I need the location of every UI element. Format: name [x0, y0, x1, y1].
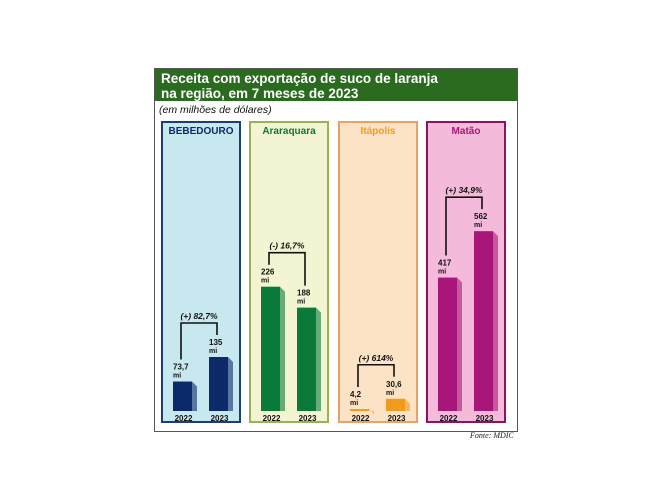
panel-title: Itápolis: [360, 126, 396, 137]
category-label-2022: 2022: [352, 414, 370, 421]
bar-side-2022: [457, 277, 462, 411]
bar-2022: [350, 409, 369, 411]
value-label-2022: 226: [261, 268, 275, 277]
value-label-2023: 30,6: [386, 380, 402, 389]
category-label-2023: 2023: [211, 414, 229, 421]
panel-bebedouro: BEBEDOURO 73,7 mi 2022 135 mi 2023 (+) 82,7%: [161, 121, 241, 423]
bar-2022: [173, 381, 192, 411]
category-label-2023: 2023: [388, 414, 406, 421]
value-unit-2023: mi: [297, 299, 305, 306]
panel-title: BEBEDOURO: [168, 126, 234, 137]
category-label-2023: 2023: [476, 414, 494, 421]
panel-araraquara: Araraquara 226 mi 2022 188 mi 2023 (-) 16,7%: [249, 121, 329, 423]
category-label-2023: 2023: [299, 414, 317, 421]
bar-side-2022: [192, 381, 197, 411]
value-unit-2023: mi: [209, 348, 217, 355]
value-label-2022: 4,2: [350, 390, 362, 399]
bar-2023: [209, 357, 228, 411]
change-label: (-) 16,7%: [270, 241, 305, 251]
bar-2023: [474, 231, 493, 411]
panel-itapolis: Itápolis 4,2 mi 2022 30,6 mi 2023 (+) 614%: [338, 121, 418, 423]
value-unit-2022: mi: [438, 269, 446, 276]
chart-subtitle: (em milhões de dólares): [159, 104, 272, 116]
category-label-2022: 2022: [263, 414, 281, 421]
value-unit-2023: mi: [386, 390, 394, 397]
change-label: (+) 82,7%: [180, 311, 218, 321]
change-label: (+) 614%: [359, 353, 394, 363]
value-label-2023: 562: [474, 212, 488, 221]
bar-side-2023: [493, 231, 498, 411]
value-unit-2022: mi: [350, 400, 358, 407]
category-label-2022: 2022: [440, 414, 458, 421]
change-label: (+) 34,9%: [445, 185, 483, 195]
bar-2023: [386, 398, 405, 411]
panel-title: Matão: [451, 126, 481, 137]
bar-2022: [438, 277, 457, 411]
bar-side-2023: [405, 398, 410, 411]
bar-side-2023: [228, 357, 233, 411]
value-label-2022: 417: [438, 259, 452, 268]
value-unit-2022: mi: [173, 373, 181, 380]
source-note: Fonte: MDIC: [470, 431, 514, 440]
value-label-2023: 135: [209, 338, 223, 347]
panel-matao: Matão 417 mi 2022 562 mi 2023 (+) 34,9%: [426, 121, 506, 423]
infographic-frame: Receita com exportação de suco de laranj…: [154, 68, 518, 432]
bar-2022: [261, 286, 280, 411]
bar-side-2023: [316, 307, 321, 411]
category-label-2022: 2022: [175, 414, 193, 421]
bar-side-2022: [369, 409, 374, 414]
bar-side-2022: [280, 286, 285, 411]
value-unit-2022: mi: [261, 278, 269, 285]
value-unit-2023: mi: [474, 222, 482, 229]
bar-2023: [297, 307, 316, 411]
value-label-2023: 188: [297, 289, 311, 298]
chart-title-line-2: na região, em 7 meses de 2023: [161, 86, 359, 101]
panel-title: Araraquara: [262, 126, 316, 137]
value-label-2022: 73,7: [173, 363, 189, 372]
change-bracket: [357, 363, 395, 387]
change-bracket: [268, 251, 306, 286]
chart-header: Receita com exportação de suco de laranj…: [155, 69, 517, 101]
chart-title-line-1: Receita com exportação de suco de laranj…: [161, 71, 438, 86]
change-bracket: [445, 196, 483, 256]
change-bracket: [180, 322, 218, 360]
